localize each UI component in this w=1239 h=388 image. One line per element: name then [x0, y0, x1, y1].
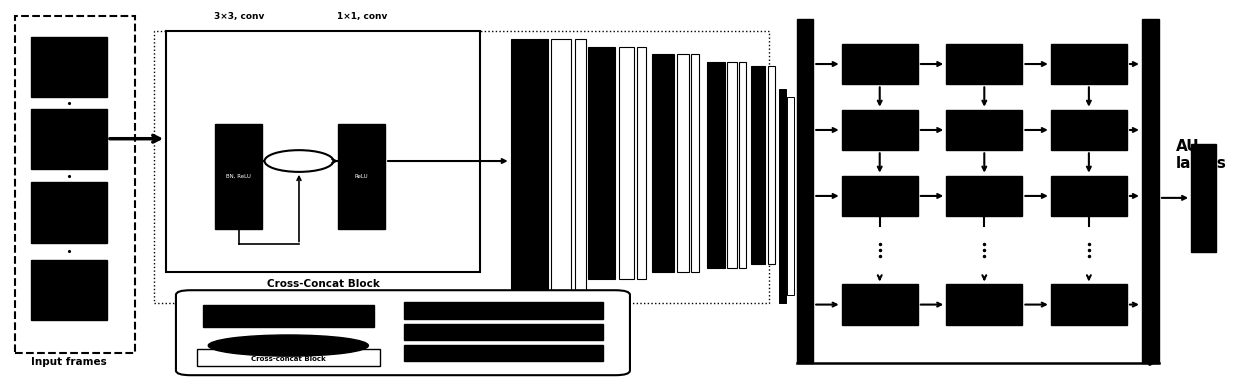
Circle shape	[265, 150, 333, 172]
Bar	[652, 54, 674, 272]
Bar	[31, 109, 107, 169]
Bar	[404, 303, 603, 319]
Text: 1×1, conv: 1×1, conv	[337, 12, 387, 21]
Bar	[1051, 175, 1127, 217]
Bar	[154, 31, 769, 303]
Bar	[676, 54, 689, 272]
Bar	[203, 305, 374, 327]
Bar	[404, 324, 603, 340]
Bar	[404, 345, 603, 362]
Bar	[1051, 110, 1127, 150]
Bar	[947, 175, 1022, 217]
Ellipse shape	[208, 335, 368, 356]
Bar	[31, 260, 107, 320]
Bar	[589, 47, 616, 279]
Bar	[779, 89, 787, 303]
Bar	[166, 31, 479, 272]
Bar	[727, 62, 737, 268]
Bar	[510, 39, 548, 291]
Bar	[768, 66, 776, 264]
Bar	[338, 124, 385, 229]
Bar	[797, 19, 813, 363]
Text: 3×3, conv: 3×3, conv	[213, 12, 264, 21]
Bar	[751, 66, 766, 264]
Bar	[841, 284, 918, 325]
Text: Cross-Concat Network: Cross-Concat Network	[415, 307, 570, 320]
Bar	[691, 54, 699, 272]
Bar	[575, 39, 586, 291]
Bar	[841, 43, 918, 85]
Bar	[740, 62, 746, 268]
Bar	[947, 110, 1022, 150]
Bar	[1142, 19, 1158, 363]
Bar	[31, 37, 107, 97]
Bar	[618, 47, 633, 279]
Bar	[841, 175, 918, 217]
FancyBboxPatch shape	[176, 290, 629, 375]
Bar	[197, 349, 380, 366]
Text: ReLU: ReLU	[354, 174, 368, 179]
Text: Cross-Concat Block: Cross-Concat Block	[266, 279, 379, 289]
Bar	[15, 16, 135, 353]
Bar	[947, 43, 1022, 85]
Bar	[31, 182, 107, 242]
Bar	[788, 97, 794, 295]
Bar	[1051, 43, 1127, 85]
Bar	[216, 124, 263, 229]
Bar	[841, 110, 918, 150]
Text: BN, ReLU: BN, ReLU	[227, 174, 252, 179]
Text: Input frames: Input frames	[31, 357, 107, 367]
Bar	[637, 47, 646, 279]
Bar	[551, 39, 571, 291]
Bar	[1051, 284, 1127, 325]
Bar	[1191, 144, 1215, 252]
Bar	[707, 62, 725, 268]
Text: Cross-concat Block: Cross-concat Block	[252, 356, 326, 362]
Text: AU
labels: AU labels	[1176, 139, 1227, 171]
Bar	[947, 284, 1022, 325]
